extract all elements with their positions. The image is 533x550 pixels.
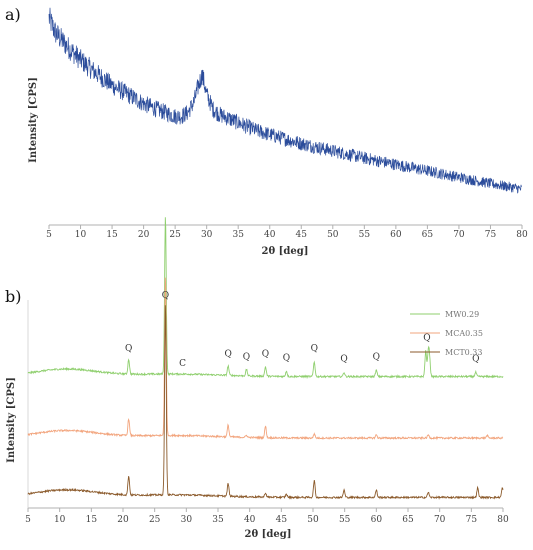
panel-a-x-tick-label: 35 [232, 230, 244, 240]
legend-entry-label: MCT0.33 [445, 348, 482, 357]
panel-b-x-axis-label: 2θ [deg] [245, 529, 292, 540]
panel-b-x-tick-label: 20 [117, 515, 129, 525]
panel-b-series [27, 217, 504, 500]
panel-b-series-line [27, 305, 504, 500]
panel-a-x-tick-label: 75 [485, 230, 497, 240]
panel-a-x-tick-label: 15 [106, 230, 118, 240]
legend-entry-label: MW0.29 [445, 310, 479, 319]
panel-b-x-tick-label: 15 [86, 515, 98, 525]
panel-b-peak-label: C [179, 359, 186, 369]
panel-a-x-tick-label: 70 [453, 230, 465, 240]
panel-b-x-tick-label: 5 [25, 515, 31, 525]
panel-a-x-tick-label: 60 [390, 230, 402, 240]
panel-a-x-axis-label: 2θ [deg] [262, 246, 309, 257]
panel-b-x-tick-label: 40 [244, 515, 256, 525]
panel-a-x-tick-label: 30 [201, 230, 213, 240]
panel-b-x-tick-label: 30 [181, 515, 193, 525]
panel-b-peak-label: Q [472, 355, 479, 365]
panel-a-x-ticks: 5 10 15 20 25 30 35 40 45 50 55 60 65 70 75 80 [46, 225, 528, 240]
panel-a-x-tick-label: 50 [327, 230, 339, 240]
panel-b-peak-label: Q [224, 349, 231, 359]
panel-b-series-line [27, 217, 504, 379]
panel-b-y-axis-label: Intensity [CPS] [6, 377, 17, 463]
panel-b-peak-label: Q [340, 355, 347, 365]
panel-b-peak-label: Q [262, 349, 269, 359]
panel-b-annotations: Q Q C Q Q Q Q Q Q Q Q Q [125, 291, 479, 369]
panel-a-x-tick-label: 40 [264, 230, 276, 240]
panel-b-x-tick-label: 80 [497, 515, 509, 525]
panel-b-x-tick-label: 75 [466, 515, 478, 525]
panel-b-peak-label: Q [373, 353, 380, 363]
panel-b-peak-label: Q [162, 291, 169, 301]
panel-a-series-line [48, 7, 523, 194]
panel-b-peak-label: Q [423, 334, 430, 344]
panel-b-legend: MW0.29 MCA0.35 MCT0.33 [410, 310, 483, 357]
panel-a-x-tick-label: 20 [138, 230, 150, 240]
panel-b-x-tick-label: 35 [212, 515, 224, 525]
panel-a-x-tick-label: 10 [75, 230, 87, 240]
panel-b-label: b) [5, 287, 21, 306]
panel-a-x-tick-label: 80 [516, 230, 528, 240]
panel-b-x-tick-label: 55 [339, 515, 351, 525]
panel-b-peak-label: Q [311, 344, 318, 354]
legend-entry-label: MCA0.35 [445, 329, 483, 338]
panel-b-x-tick-label: 25 [149, 515, 161, 525]
panel-b-peak-label: Q [243, 353, 250, 363]
panel-a-x-tick-label: 45 [296, 230, 308, 240]
panel-a-y-axis-label: Intensity [CPS] [28, 77, 39, 163]
panel-b-x-tick-label: 50 [307, 515, 319, 525]
panel-b-x-ticks: 5 10 15 20 25 30 35 40 45 50 55 60 65 70 75 80 [25, 508, 509, 525]
panel-a: a) Intensity [CPS] 5 10 15 20 25 30 35 40 45 50 55… [5, 5, 528, 257]
panel-b-peak-label: Q [283, 354, 290, 364]
panel-b-x-tick-label: 70 [434, 515, 446, 525]
panel-b-x-tick-label: 60 [371, 515, 383, 525]
panel-b-x-tick-label: 65 [402, 515, 414, 525]
panel-a-x-tick-label: 5 [46, 230, 52, 240]
panel-a-x-tick-label: 65 [422, 230, 434, 240]
panel-b: b) Intensity [CPS] 5 10 15 20 25 30 35 40 45 50 55… [5, 217, 509, 540]
panel-b-series-line [27, 277, 504, 441]
panel-b-peak-label: Q [125, 344, 132, 354]
panel-b-x-tick-label: 45 [276, 515, 288, 525]
panel-a-x-tick-label: 55 [359, 230, 371, 240]
panel-a-x-tick-label: 25 [169, 230, 181, 240]
panel-b-x-tick-label: 10 [54, 515, 66, 525]
panel-a-label: a) [5, 5, 21, 24]
